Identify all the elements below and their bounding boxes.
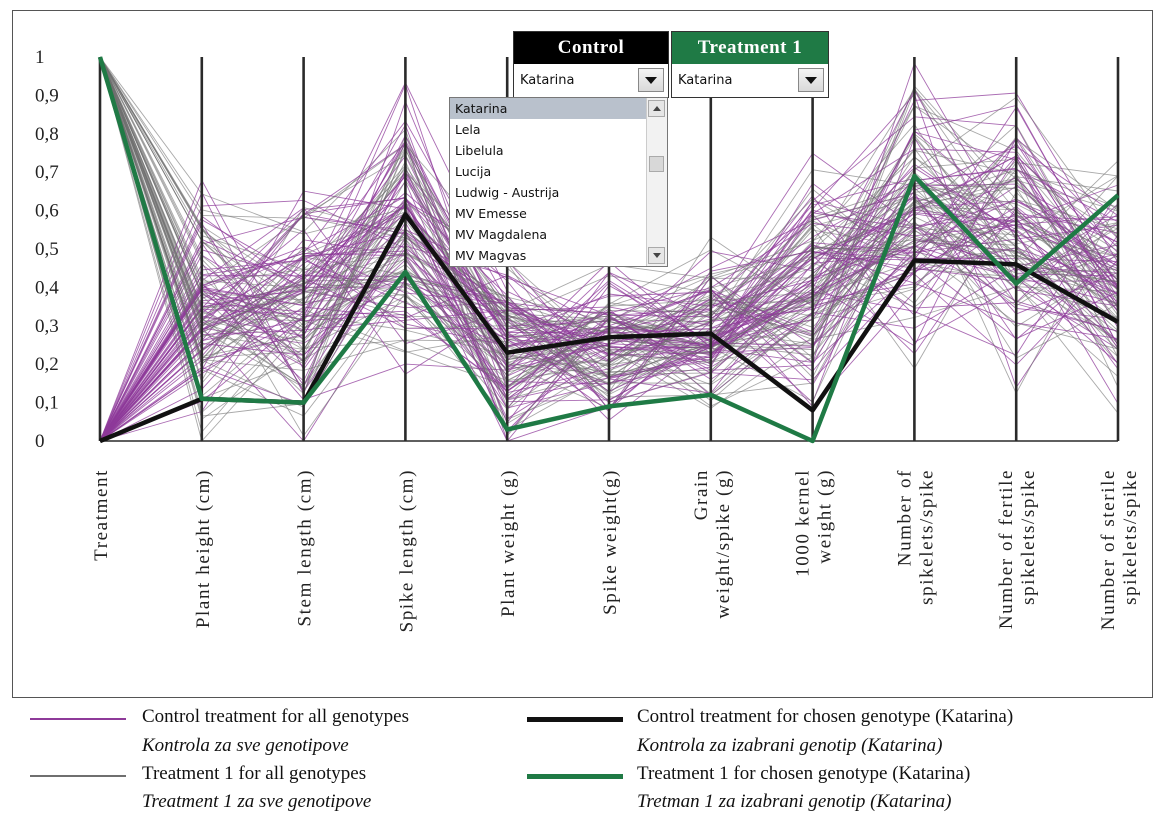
highlight-series-line — [97, 56, 1120, 444]
y-tick-label: 0,7 — [35, 162, 59, 183]
axis-label: Plant height (cm) — [193, 469, 214, 628]
axis-label-line: Stem length (cm) — [295, 469, 316, 627]
axis-label-line: 1000 kernel — [793, 469, 814, 577]
scroll-down-button[interactable] — [648, 247, 665, 264]
genotype-dropdown-list[interactable]: Katarina Lela Libelula Lucija Ludwig - Austr… — [449, 97, 668, 267]
axis-label-line: weight/spike (g) — [713, 469, 734, 619]
legend-swatch — [30, 718, 126, 720]
dropdown-scrollbar[interactable] — [646, 98, 667, 266]
chevron-up-icon — [652, 106, 661, 111]
legend-sublabel: Tretman 1 za izabrani genotip (Katarina) — [637, 791, 952, 812]
axis-label: 1000 kernel weight (g) — [793, 469, 836, 577]
axis-label: Stem length (cm) — [295, 469, 316, 627]
axis-label-line: spikelets/spike — [1120, 469, 1141, 605]
legend-swatch — [30, 775, 126, 777]
legend: Control treatment for all genotypes Kont… — [12, 700, 1153, 817]
treatment-header: Treatment 1 — [672, 32, 828, 64]
axis-label-line: spikelets/spike — [916, 469, 937, 605]
axis-label-line: Plant height (cm) — [193, 469, 214, 628]
axis-label-line: Treatment — [91, 469, 112, 561]
treatment-dropdown-button[interactable] — [798, 68, 824, 92]
dropdown-option[interactable]: Lela — [455, 122, 481, 137]
axis-label: Plant weight (g) — [498, 469, 519, 617]
axis-label-line: Plant weight (g) — [498, 469, 519, 617]
axis-label-line: Number of sterile — [1098, 469, 1119, 630]
chevron-down-icon — [652, 253, 661, 258]
parallel-coordinates-chart: 0 0,1 0,2 0,3 0,4 0,5 0,6 0,7 0,8 0,9 1 Treatment P… — [35, 47, 1141, 632]
control-select-value-box[interactable]: Katarina — [514, 64, 668, 97]
control-selected-value: Katarina — [520, 73, 575, 88]
legend-label: Treatment 1 for chosen genotype (Katarin… — [637, 763, 971, 784]
dropdown-option[interactable]: Ludwig - Austrija — [455, 185, 560, 200]
chevron-down-icon — [805, 76, 817, 84]
legend-sublabel: Treatment 1 za sve genotipove — [142, 791, 372, 812]
y-tick-label: 0 — [35, 431, 45, 452]
legend-label: Control treatment for all genotypes — [142, 706, 409, 727]
y-tick-label: 0,3 — [35, 316, 59, 337]
dropdown-option[interactable]: Katarina — [450, 98, 647, 119]
axis-label-line: Spike weight(g) — [600, 469, 621, 615]
legend-label: Treatment 1 for all genotypes — [142, 763, 367, 784]
control-dropdown-button[interactable] — [638, 68, 664, 92]
dropdown-option[interactable]: MV Magdalena — [455, 227, 548, 242]
legend-sublabel: Kontrola za izabrani genotip (Katarina) — [637, 735, 943, 756]
axis-label: Spike length (cm) — [396, 469, 417, 632]
y-tick-label: 0,1 — [35, 393, 59, 414]
chevron-down-icon — [645, 76, 657, 84]
scroll-thumb[interactable] — [649, 156, 664, 172]
y-ticks: 0 0,1 0,2 0,3 0,4 0,5 0,6 0,7 0,8 0,9 1 — [35, 47, 59, 452]
legend-label: Control treatment for chosen genotype (K… — [637, 706, 1014, 727]
legend-sublabel: Kontrola za sve genotipove — [142, 735, 349, 756]
legend-swatch — [527, 717, 623, 722]
y-tick-label: 0,8 — [35, 124, 59, 145]
dropdown-options: Katarina Lela Libelula Lucija Ludwig - Austr… — [450, 98, 647, 266]
treatment-genotype-select[interactable]: Treatment 1 Katarina — [671, 31, 829, 98]
y-tick-label: 1 — [35, 47, 45, 68]
axis-label-line: Grain — [691, 469, 712, 520]
dropdown-option[interactable]: Lucija — [455, 164, 492, 179]
axis-label: Number of sterile spikelets/spike — [1098, 469, 1141, 630]
dropdown-option[interactable]: MV Magvas — [455, 248, 527, 263]
y-tick-label: 0,9 — [35, 85, 59, 106]
control-header: Control — [514, 32, 668, 64]
axis-label-line: weight (g) — [815, 469, 836, 564]
dropdown-option[interactable]: MV Emesse — [455, 206, 527, 221]
axis-label: Number of fertile spikelets/spike — [996, 469, 1039, 629]
axis-label-line: Number of — [894, 469, 915, 566]
dropdown-option[interactable]: Libelula — [455, 143, 504, 158]
y-tick-label: 0,4 — [35, 277, 59, 298]
axis-label-line: Spike length (cm) — [396, 469, 417, 632]
axis-label-line: Number of fertile — [996, 469, 1017, 629]
axis-label: Number of spikelets/spike — [894, 469, 937, 605]
highlight-series — [97, 56, 1120, 444]
legend-swatch — [527, 774, 623, 779]
axis-label: Treatment — [91, 469, 112, 561]
axis-label-line: spikelets/spike — [1018, 469, 1039, 605]
axis-label: Grain weight/spike (g) — [691, 469, 734, 619]
axis-label: Spike weight(g) — [600, 469, 621, 615]
treatment-selected-value: Katarina — [678, 73, 733, 88]
scroll-up-button[interactable] — [648, 100, 665, 117]
y-tick-label: 0,2 — [35, 354, 59, 375]
y-tick-label: 0,5 — [35, 239, 59, 260]
axis-labels: Treatment Plant height (cm) Stem length (c… — [91, 469, 1141, 632]
y-tick-label: 0,6 — [35, 201, 59, 222]
control-genotype-select[interactable]: Control Katarina — [513, 31, 669, 98]
treatment-select-value-box[interactable]: Katarina — [672, 64, 828, 97]
